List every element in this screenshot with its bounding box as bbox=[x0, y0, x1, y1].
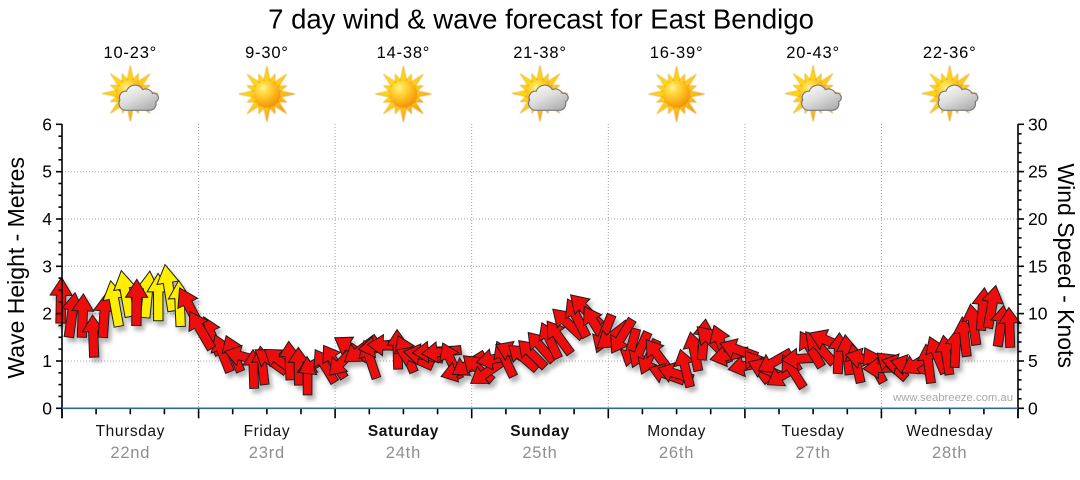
svg-text:26th: 26th bbox=[659, 444, 694, 462]
svg-text:23rd: 23rd bbox=[249, 444, 285, 462]
svg-text:28th: 28th bbox=[932, 444, 967, 462]
svg-text:Wednesday: Wednesday bbox=[906, 423, 993, 440]
svg-text:2: 2 bbox=[42, 304, 52, 324]
svg-text:3: 3 bbox=[42, 256, 52, 276]
svg-text:10: 10 bbox=[1028, 304, 1048, 324]
svg-text:7 day wind & wave forecast for: 7 day wind & wave forecast for East Bend… bbox=[268, 4, 814, 35]
svg-text:30: 30 bbox=[1028, 114, 1048, 134]
svg-text:4: 4 bbox=[42, 209, 52, 229]
svg-text:20-43°: 20-43° bbox=[786, 44, 840, 62]
svg-text:10-23°: 10-23° bbox=[103, 44, 157, 62]
svg-text:6: 6 bbox=[42, 114, 52, 134]
svg-text:Tuesday: Tuesday bbox=[782, 423, 845, 440]
svg-text:9-30°: 9-30° bbox=[245, 44, 289, 62]
svg-text:0: 0 bbox=[42, 398, 52, 418]
svg-text:Saturday: Saturday bbox=[368, 423, 439, 440]
svg-text:5: 5 bbox=[42, 162, 52, 182]
svg-text:25: 25 bbox=[1028, 162, 1047, 182]
svg-text:Wave Height - Metres: Wave Height - Metres bbox=[3, 157, 29, 379]
svg-text:0: 0 bbox=[1028, 398, 1038, 418]
svg-text:Thursday: Thursday bbox=[96, 423, 165, 440]
svg-text:25th: 25th bbox=[522, 444, 557, 462]
svg-text:16-39°: 16-39° bbox=[650, 44, 704, 62]
svg-text:14-38°: 14-38° bbox=[377, 44, 431, 62]
svg-text:www.seabreeze.com.au: www.seabreeze.com.au bbox=[892, 392, 1013, 404]
svg-text:Monday: Monday bbox=[647, 423, 706, 440]
svg-text:1: 1 bbox=[42, 351, 52, 371]
svg-text:24th: 24th bbox=[386, 444, 421, 462]
svg-text:27th: 27th bbox=[795, 444, 830, 462]
svg-text:5: 5 bbox=[1028, 351, 1038, 371]
svg-text:21-38°: 21-38° bbox=[513, 44, 567, 62]
svg-text:15: 15 bbox=[1028, 256, 1047, 276]
svg-text:Friday: Friday bbox=[244, 423, 291, 440]
svg-text:Sunday: Sunday bbox=[510, 423, 570, 440]
svg-text:20: 20 bbox=[1028, 209, 1048, 229]
svg-text:22nd: 22nd bbox=[110, 444, 150, 462]
svg-text:22-36°: 22-36° bbox=[923, 44, 977, 62]
svg-text:Wind Speed - Knots: Wind Speed - Knots bbox=[1053, 163, 1079, 368]
